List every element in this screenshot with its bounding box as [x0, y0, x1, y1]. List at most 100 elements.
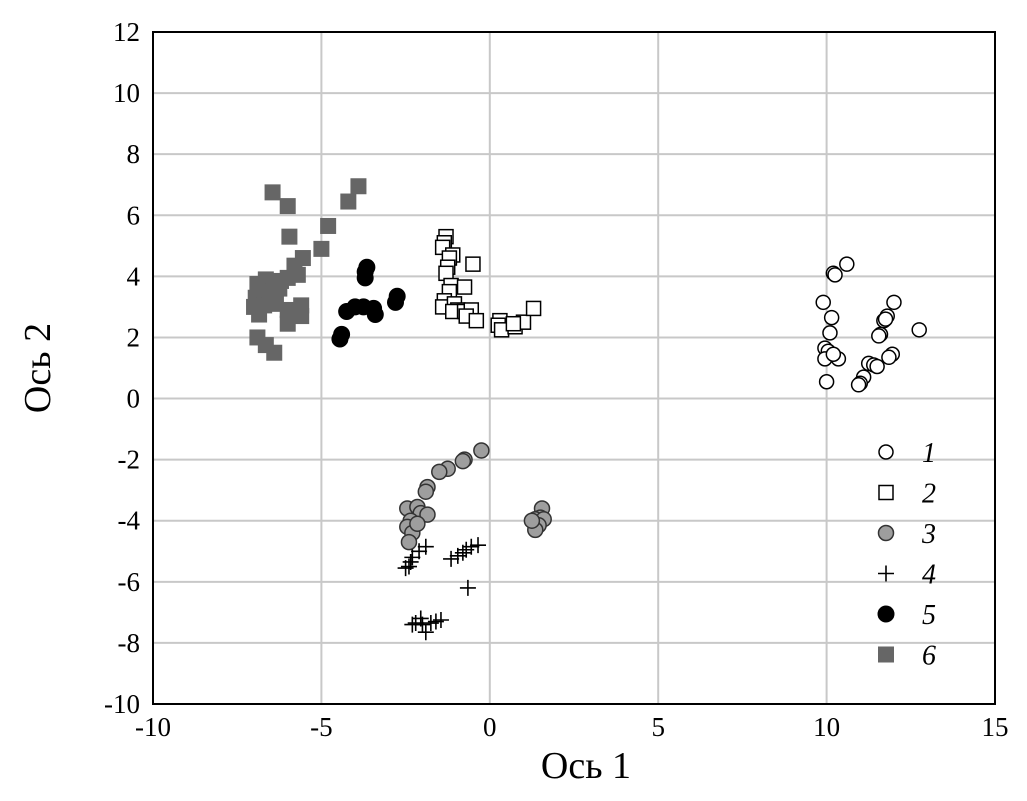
legend-marker [878, 646, 894, 663]
data-point [350, 178, 367, 195]
data-point [386, 293, 404, 311]
data-point [505, 315, 522, 332]
data-point [458, 541, 475, 558]
data-point [827, 267, 843, 283]
y-tick-label: -2 [118, 445, 141, 475]
data-point [417, 483, 435, 500]
data-point [869, 358, 885, 375]
legend-label: 6 [922, 641, 936, 672]
data-point [279, 198, 296, 215]
data-point [279, 301, 296, 318]
x-tick-label: -10 [135, 712, 171, 742]
y-tick-label: 10 [113, 78, 140, 108]
legend-label: 4 [922, 560, 936, 591]
x-tick-label: -5 [310, 712, 333, 742]
data-point [279, 315, 296, 332]
data-point [525, 300, 542, 317]
series-4 [397, 537, 487, 641]
legend-item: 1 [878, 438, 936, 469]
data-point [404, 616, 421, 633]
legend: 1 2 3 4 5 6 [877, 438, 936, 672]
y-tick-label: -4 [118, 506, 141, 536]
plot-frame [152, 31, 996, 705]
legend-item: 3 [877, 519, 936, 550]
data-point [320, 217, 337, 234]
y-tick-label: -8 [118, 628, 141, 658]
y-axis-label: Ось 2 [17, 323, 59, 413]
legend-marker [878, 565, 894, 582]
series-3 [399, 442, 552, 551]
data-point [419, 506, 436, 523]
data-point [825, 346, 842, 363]
legend-marker [877, 605, 895, 623]
data-point [443, 550, 460, 567]
data-point [822, 325, 838, 341]
series-6 [246, 178, 367, 361]
series-5 [331, 258, 406, 348]
x-tick-label: 10 [813, 712, 840, 742]
data-point [251, 306, 268, 323]
legend-label: 3 [921, 519, 936, 550]
y-tick-label: 0 [127, 384, 141, 414]
grid [153, 32, 995, 704]
series-2 [434, 228, 542, 338]
y-tick-label: -10 [104, 689, 140, 719]
data-point [431, 463, 448, 481]
data-point [338, 302, 356, 320]
data-point [266, 344, 283, 361]
legend-marker [877, 524, 895, 542]
data-point [911, 322, 927, 338]
data-point [412, 610, 429, 627]
data-point [818, 373, 835, 390]
data-point [400, 533, 418, 551]
data-point [850, 377, 867, 393]
data-point [366, 306, 384, 324]
data-point [523, 512, 541, 529]
legend-marker [878, 444, 894, 460]
y-tick-label: 6 [127, 200, 141, 230]
legend-label: 2 [922, 479, 936, 510]
x-tick-label: 5 [651, 712, 665, 742]
x-tick-label: 15 [982, 712, 1009, 742]
data-points [246, 178, 927, 641]
data-point [823, 309, 840, 326]
data-point [886, 294, 902, 311]
legend-marker [878, 484, 894, 501]
data-point [449, 547, 466, 564]
data-point [877, 311, 894, 327]
legend-label: 1 [922, 438, 936, 469]
data-point [459, 579, 476, 596]
data-point [409, 515, 426, 533]
data-point [397, 560, 414, 577]
y-tick-label: 4 [127, 261, 141, 291]
data-point [871, 328, 887, 344]
data-point [815, 294, 831, 311]
data-point [293, 297, 310, 314]
data-point [331, 330, 349, 348]
y-tick-label: 8 [127, 139, 141, 169]
data-point [281, 228, 298, 245]
data-point [470, 537, 487, 554]
data-point [468, 312, 485, 329]
legend-item: 6 [878, 641, 936, 672]
data-point [400, 558, 417, 575]
data-point [465, 256, 481, 272]
x-axis-label: Ось 1 [541, 745, 631, 787]
series-1 [815, 256, 927, 393]
legend-label: 5 [922, 600, 936, 631]
data-point [881, 349, 897, 366]
y-tick-label: 12 [113, 17, 140, 47]
data-point [264, 184, 281, 201]
data-point [454, 452, 472, 470]
data-point [839, 256, 855, 272]
data-point [271, 280, 288, 297]
data-point [473, 442, 490, 459]
legend-item: 4 [878, 560, 936, 591]
legend-item: 2 [878, 479, 936, 510]
legend-item: 5 [877, 600, 936, 631]
data-point [417, 538, 434, 555]
x-tick-label: 0 [483, 712, 497, 742]
y-tick-label: -6 [118, 567, 141, 597]
